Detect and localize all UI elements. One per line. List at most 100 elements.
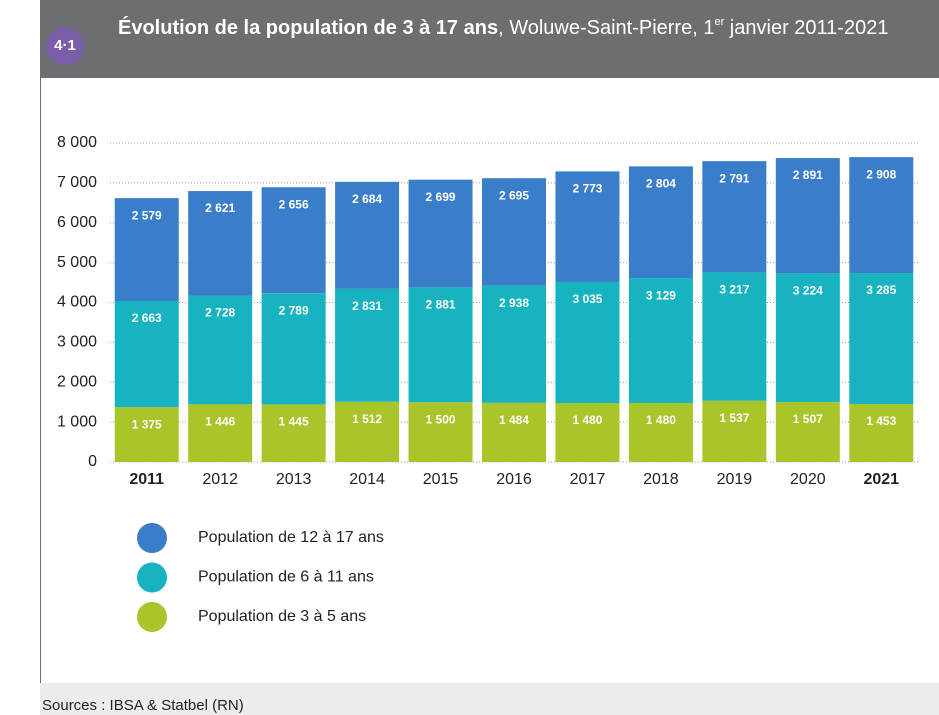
badge: 4·1	[46, 27, 84, 65]
x-tick-label: 2015	[423, 471, 459, 488]
x-tick-label: 2016	[496, 471, 532, 488]
subtitle: janvier 2011-2021	[724, 17, 889, 39]
value-label: 3 217	[719, 283, 749, 297]
y-tick-label: 4 000	[57, 294, 97, 311]
value-label: 2 621	[205, 201, 235, 215]
bar-segment	[849, 273, 914, 405]
bar-segment	[628, 402, 693, 462]
bar-segment	[702, 400, 767, 462]
legend-swatch	[137, 523, 167, 553]
value-label: 1 507	[793, 412, 823, 426]
value-label: 2 579	[132, 208, 162, 222]
value-label: 3 285	[866, 283, 896, 297]
value-label: 2 699	[426, 190, 456, 204]
value-label: 2 695	[499, 188, 529, 202]
value-label: 1 537	[719, 411, 749, 425]
y-tick-label: 8 000	[57, 134, 97, 151]
value-label: 2 791	[719, 171, 749, 185]
bar-segment	[261, 293, 326, 405]
bar-segment	[555, 171, 620, 282]
legend-swatch	[137, 602, 167, 632]
y-tick-label: 6 000	[57, 214, 97, 231]
value-label: 1 480	[646, 413, 676, 427]
value-label: 3 035	[572, 292, 602, 306]
value-label: 2 891	[793, 168, 823, 182]
bar-segment	[261, 404, 326, 462]
value-label: 1 480	[572, 413, 602, 427]
x-tick-label: 2014	[349, 471, 385, 488]
value-label: 2 789	[279, 303, 309, 317]
x-tick-label: 2020	[790, 471, 826, 488]
bar-segment	[261, 187, 326, 294]
title-bold: Évolution de la population de 3 à 17 ans	[118, 17, 499, 39]
value-label: 1 446	[205, 415, 235, 429]
y-tick-label: 5 000	[57, 254, 97, 271]
value-label: 1 512	[352, 412, 382, 426]
value-label: 3 224	[793, 284, 823, 298]
bar-segment	[849, 157, 914, 274]
bar-segment	[775, 401, 840, 462]
legend-label: Population de 3 à 5 ans	[198, 608, 366, 625]
bar-segment	[849, 404, 914, 462]
footer: Sources : IBSA & Statbel (RN)	[40, 683, 939, 715]
bar-segment	[555, 281, 620, 403]
x-tick-label: 2011	[129, 471, 164, 488]
bar-segment	[335, 181, 400, 289]
bar-segment	[482, 178, 546, 286]
bar-segment	[628, 278, 693, 403]
value-label: 2 656	[279, 197, 309, 211]
y-tick-label: 3 000	[57, 334, 97, 351]
value-label: 2 804	[646, 177, 676, 191]
x-tick-label: 2018	[643, 471, 679, 488]
chart-title: Évolution de la population de 3 à 17 ans…	[118, 12, 933, 44]
subtitle-sup: er	[714, 16, 725, 28]
bar-segment	[188, 404, 253, 462]
bar-segment	[188, 295, 253, 405]
x-tick-label: 2013	[276, 471, 312, 488]
value-label: 2 908	[866, 167, 896, 181]
value-label: 1 445	[279, 415, 309, 429]
y-tick-label: 7 000	[57, 174, 97, 191]
bar-segment	[114, 300, 179, 408]
legend-swatch	[137, 562, 167, 593]
value-label: 2 938	[499, 296, 529, 310]
x-tick-label: 2017	[570, 471, 606, 488]
bar-segment	[188, 191, 253, 296]
bar-segment	[114, 407, 179, 462]
bar-segment	[628, 166, 693, 279]
bar-segment	[408, 402, 473, 462]
value-label: 1 453	[866, 414, 896, 428]
x-tick-label: 2019	[717, 471, 753, 488]
bar-segment	[775, 273, 840, 402]
value-label: 2 831	[352, 299, 382, 313]
value-label: 2 728	[205, 306, 235, 320]
bar-segment	[702, 272, 767, 401]
value-label: 2 881	[426, 297, 456, 311]
bar-segment	[482, 402, 546, 462]
bar-segment	[114, 198, 179, 301]
value-label: 1 375	[132, 417, 162, 431]
bar-segment	[775, 158, 840, 274]
bar-segment	[335, 401, 400, 462]
x-tick-label: 2012	[202, 471, 238, 488]
value-label: 3 129	[646, 288, 676, 302]
bar-segment	[408, 287, 473, 403]
y-tick-label: 1 000	[57, 413, 97, 430]
value-label: 2 663	[132, 311, 162, 325]
y-tick-label: 2 000	[57, 373, 97, 390]
bar-segment	[335, 288, 400, 402]
bar-segment	[555, 402, 620, 462]
legend-label: Population de 6 à 11 ans	[198, 569, 374, 586]
y-tick-label: 0	[88, 453, 97, 470]
source: Sources : IBSA & Statbel (RN)	[42, 697, 244, 714]
legend-label: Population de 12 à 17 ans	[198, 529, 384, 546]
bar-segment	[482, 285, 546, 403]
value-label: 1 484	[499, 413, 529, 427]
header: 4·1 Évolution de la population de 3 à 17…	[40, 0, 939, 78]
value-label: 2 684	[352, 192, 382, 206]
x-tick-label: 2021	[863, 471, 899, 488]
value-label: 1 500	[426, 412, 456, 426]
bar-segment	[702, 161, 767, 273]
subtitle: , Woluwe-Saint-Pierre, 1	[498, 17, 715, 39]
